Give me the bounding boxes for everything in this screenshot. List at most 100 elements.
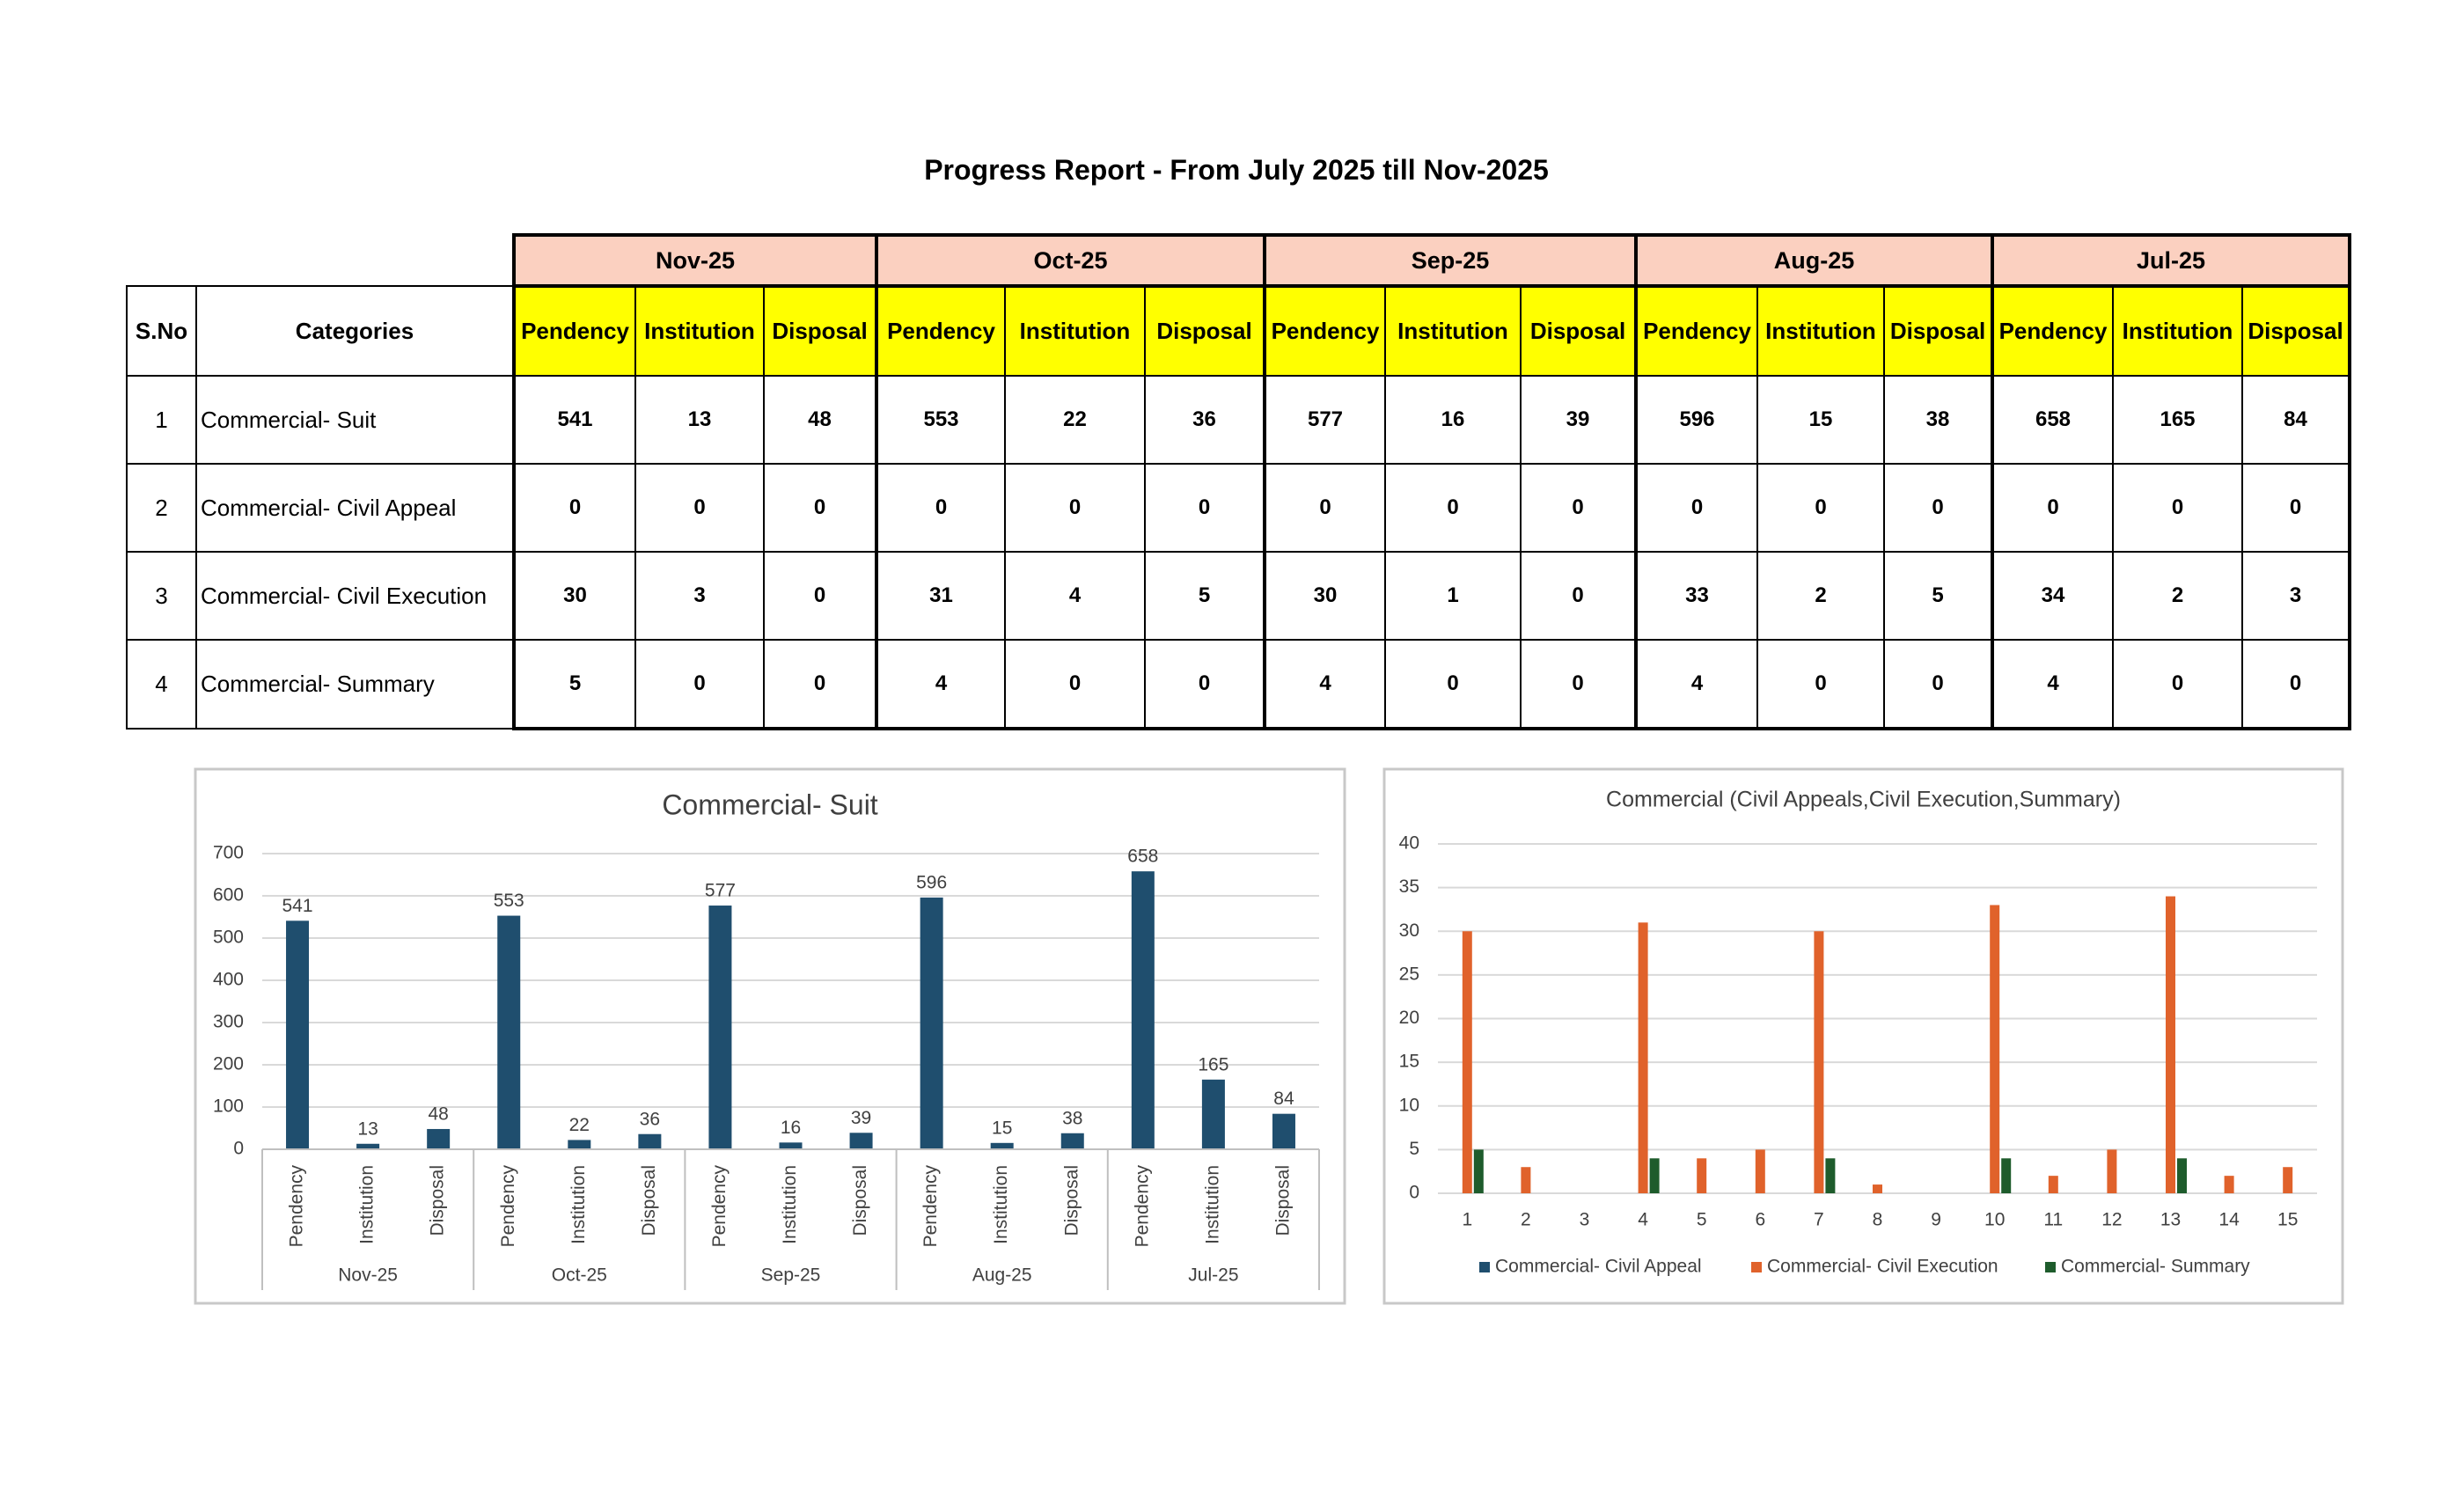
sno-cell: 2 <box>126 463 197 553</box>
sub-header: Institution <box>634 285 765 377</box>
value-cell: 553 <box>875 375 1006 465</box>
sub-header: Pendency <box>1634 285 1758 377</box>
sub-header: Disposal <box>1520 285 1637 377</box>
bar <box>1825 1158 1836 1193</box>
value-cell: 541 <box>512 375 636 465</box>
value-cell: 4 <box>875 639 1006 730</box>
value-cell: 36 <box>1144 375 1265 465</box>
x-tick-label: Pendency <box>1132 1165 1152 1248</box>
value-cell: 34 <box>1991 551 2114 641</box>
category-cell: Commercial- Summary <box>195 639 515 730</box>
value-cell: 39 <box>1520 375 1637 465</box>
value-cell: 0 <box>2241 463 2351 553</box>
x-tick-label: 11 <box>2043 1210 2063 1230</box>
sub-header: Disposal <box>1883 285 1993 377</box>
bar <box>356 1143 380 1149</box>
value-cell: 0 <box>763 551 877 641</box>
data-label: 22 <box>569 1115 590 1135</box>
value-cell: 4 <box>1004 551 1146 641</box>
y-tick-label: 400 <box>213 970 244 990</box>
value-cell: 0 <box>1520 551 1637 641</box>
value-cell: 0 <box>2112 639 2243 730</box>
value-cell: 0 <box>1263 463 1386 553</box>
y-tick-label: 35 <box>1399 876 1419 897</box>
y-tick-label: 25 <box>1399 964 1419 984</box>
sub-header: Institution <box>1384 285 1522 377</box>
value-cell: 577 <box>1263 375 1386 465</box>
y-tick-label: 10 <box>1399 1095 1419 1115</box>
x-tick-label: Disposal <box>428 1165 448 1236</box>
category-cell: Commercial- Civil Appeal <box>195 463 515 553</box>
group-label: Oct-25 <box>552 1265 607 1286</box>
bar <box>1697 1158 1707 1193</box>
chart-title: Commercial- Suit <box>662 788 877 820</box>
report-title: Progress Report - From July 2025 till No… <box>924 154 1549 186</box>
value-cell: 4 <box>1634 639 1758 730</box>
value-cell: 658 <box>1991 375 2114 465</box>
value-cell: 0 <box>512 463 636 553</box>
value-cell: 3 <box>634 551 765 641</box>
data-row: 3 Commercial- Civil Execution 30 3 0 31 4 5 30 1 0… <box>126 551 2351 641</box>
y-tick-label: 0 <box>1409 1183 1419 1203</box>
value-cell: 3 <box>2241 551 2351 641</box>
x-tick-label: 15 <box>2277 1210 2298 1230</box>
group-label: Nov-25 <box>338 1265 398 1286</box>
value-cell: 0 <box>2241 639 2351 730</box>
value-cell: 0 <box>1004 639 1146 730</box>
value-cell: 13 <box>634 375 765 465</box>
y-tick-label: 40 <box>1399 833 1419 854</box>
group-label: Sep-25 <box>761 1265 821 1286</box>
y-tick-label: 300 <box>213 1012 244 1032</box>
x-tick-label: Disposal <box>1273 1165 1294 1236</box>
bar <box>1272 1113 1295 1149</box>
value-cell: 0 <box>1883 639 1993 730</box>
group-label: Jul-25 <box>1188 1265 1238 1286</box>
y-tick-label: 600 <box>213 885 244 906</box>
value-cell: 1 <box>1384 551 1522 641</box>
bar <box>1638 922 1648 1193</box>
x-tick-label: 13 <box>2160 1210 2181 1230</box>
sub-header: Pendency <box>1263 285 1386 377</box>
value-cell: 0 <box>634 639 765 730</box>
bar <box>920 897 943 1149</box>
x-tick-label: Pendency <box>709 1165 730 1248</box>
header-row: S.No Categories Pendency Institution Disposa… <box>126 285 2351 377</box>
y-tick-label: 100 <box>213 1096 244 1117</box>
value-cell: 0 <box>763 463 877 553</box>
sub-header: Pendency <box>512 285 636 377</box>
value-cell: 0 <box>1756 463 1885 553</box>
value-cell: 22 <box>1004 375 1146 465</box>
value-cell: 30 <box>1263 551 1386 641</box>
x-tick-label: Institution <box>780 1165 800 1244</box>
x-tick-label: 6 <box>1755 1210 1765 1230</box>
value-cell: 4 <box>1991 639 2114 730</box>
month-header: Oct-25 <box>875 233 1266 288</box>
value-cell: 0 <box>1384 639 1522 730</box>
bar <box>497 915 521 1149</box>
bar <box>2283 1167 2293 1193</box>
value-cell: 596 <box>1634 375 1758 465</box>
bar <box>1873 1184 1882 1193</box>
sub-header: Institution <box>1004 285 1146 377</box>
x-tick-label: 9 <box>1931 1210 1941 1230</box>
x-tick-label: 2 <box>1521 1210 1531 1230</box>
month-header: Aug-25 <box>1634 233 1994 288</box>
y-tick-label: 700 <box>213 843 244 863</box>
value-cell: 31 <box>875 551 1006 641</box>
bar <box>2001 1158 2012 1193</box>
y-tick-label: 5 <box>1409 1139 1419 1159</box>
bar <box>779 1142 803 1149</box>
sub-header: Pendency <box>875 285 1006 377</box>
value-cell: 33 <box>1634 551 1758 641</box>
value-cell: 0 <box>1991 463 2114 553</box>
report-table: Nov-25 Oct-25 Sep-25 Aug-25 Jul-25 S.No Catego… <box>126 233 2351 730</box>
bar <box>1755 1149 1765 1193</box>
value-cell: 5 <box>1883 551 1993 641</box>
x-tick-label: Disposal <box>639 1165 659 1236</box>
bar <box>849 1133 873 1149</box>
sub-header: Institution <box>1756 285 1885 377</box>
legend-label: Commercial- Summary <box>2061 1257 2250 1277</box>
data-label: 16 <box>781 1118 801 1138</box>
legend-swatch <box>1751 1262 1762 1272</box>
